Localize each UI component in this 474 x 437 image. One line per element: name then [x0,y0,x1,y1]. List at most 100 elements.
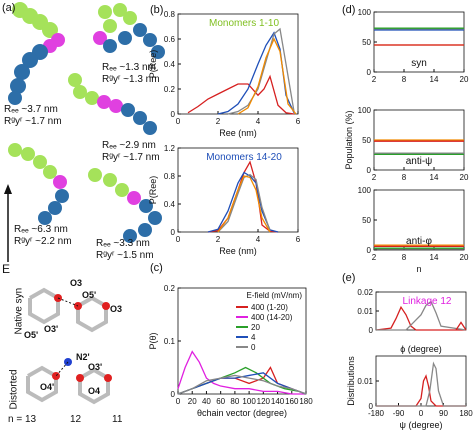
e-psi-series-1 [376,361,466,407]
d-antipsi-ytick-label-0: 0 [367,166,372,175]
b-bottom-xtick-label-0: 0 [176,235,181,244]
c-xtick-label-7: 140 [271,397,285,406]
distorted-rings [26,365,110,405]
e-psi-xtick-label-0: -180 [368,409,385,418]
d-syn-panel-title: syn [411,58,427,69]
e-phi-ytick-label-2: 0.02 [357,288,373,297]
e-phi-title: Linkage 12 [403,296,452,307]
conformer-5-ree: Rₑₑ ~3.3 nm [96,238,150,249]
conformer-1-ree: Rₑₑ ~3.7 nm [4,104,58,115]
e-psi-xtick-label-2: 0 [419,409,424,418]
c-legend-label-4: 0 [251,343,256,352]
b-bottom-ytick-label-1: 0.4 [164,200,176,209]
b-top-xtick-label-1: 2 [216,117,221,126]
b-top-ytick-label-4: 0.8 [164,10,176,19]
b-bottom-ylabel: P(Ree) [148,176,158,205]
b-bottom-ytick-label-0: 0 [171,228,176,237]
atom-o5p-a: O5' [82,290,97,300]
efield-label: E [2,262,11,276]
d-syn-xtick-label-3: 20 [460,75,469,84]
d-antipsi-panel-title: anti-ψ [406,156,433,167]
c-series-3 [177,372,307,395]
b-top-xlabel: Ree (nm) [219,128,257,138]
conformer-2-ree: Rₑₑ ~1.3 nm [102,62,156,73]
c-ytick-label-0: 0 [171,390,176,399]
b-top-xtick-label-2: 4 [256,117,261,126]
conformer-5-rgyr: Rᵍyʳ ~1.5 nm [96,250,154,261]
native-rings [28,287,108,333]
e-phi-series-2 [455,321,467,331]
conformer-2-molecule [93,3,165,59]
atom-o3-a: O3 [70,278,83,288]
e-psi-series-0 [376,374,466,407]
d-syn-ytick-label-0: 0 [367,68,372,77]
efield-arrowhead [4,184,12,194]
e-psi-xlabel: ψ (degree) [400,420,443,430]
d-antipsi-xtick-label-2: 14 [430,173,439,182]
b-top-series-2 [227,27,295,115]
e-psi-ytick-label-1: 0.01 [357,377,373,386]
b-bottom-xtick-label-2: 4 [256,235,261,244]
conformer-4-molecule [8,143,69,225]
c-legend-label-0: 400 (1-20) [251,303,288,312]
conformer-3-rgyr: Rᵍyʳ ~1.7 nm [102,152,160,163]
e-psi-xtick-label-1: -90 [393,409,405,418]
d-antipsi-ytick-label-1: 50 [362,136,371,145]
panel-b-label: (b) [150,4,164,16]
atom-o3-b: O3 [110,304,123,314]
c-xtick-label-0: 0 [176,397,181,406]
conformer-2-rgyr: Rᵍyʳ ~1.3 nm [102,74,160,85]
e-phi-ytick-label-0: 0 [369,326,374,335]
d-antiphi-xtick-label-0: 2 [372,253,377,262]
e-phi-series-1 [376,300,467,331]
c-xtick-label-6: 120 [257,397,271,406]
b-bottom-xlabel: Ree (nm) [219,246,257,256]
d-antiphi-xtick-label-3: 20 [460,253,469,262]
d-syn-xtick-label-0: 2 [372,75,377,84]
d-antipsi-xtick-label-3: 20 [460,173,469,182]
c-ytick-label-1: 0.1 [164,337,176,346]
n-label-13: n = 13 [8,414,37,425]
c-xtick-label-3: 60 [216,397,225,406]
d-antiphi-xtick-label-1: 8 [402,253,407,262]
b-top-ytick-label-3: 0.6 [164,35,176,44]
c-series-4 [177,374,307,395]
d-antiphi-panel-title: anti-φ [406,236,432,247]
d-syn-xtick-label-1: 8 [402,75,407,84]
atom-o4p: O4' [40,382,55,392]
structure-panel: Native syn Distorted O3 O5' O3' O5' O3 N… [0,276,140,432]
atom-o3p-d: O3' [88,362,103,372]
e-phi-xlabel: ϕ (degree) [400,344,442,354]
e-psi-ylabel: Distributions [346,356,356,406]
b-bottom-axes-frame [177,147,299,233]
c-xtick-label-4: 80 [230,397,239,406]
conformer-4-ree: Rₑₑ ~6.3 nm [14,224,68,235]
d-antiphi-xtick-label-2: 14 [430,253,439,262]
d-antiphi-xlabel: n [416,264,421,274]
b-bottom-xtick-label-3: 6 [296,235,301,244]
c-series-1 [177,366,307,395]
d-antiphi-ytick-label-2: 100 [358,186,372,195]
b-bottom-ytick-label-3: 1.2 [164,144,176,153]
conformer-3-ree: Rₑₑ ~2.9 nm [102,140,156,151]
d-antipsi-xtick-label-1: 8 [402,173,407,182]
b-bottom-ytick-label-2: 0.8 [164,172,176,181]
c-ylabel: P(θ) [148,332,158,349]
c-xtick-label-5: 100 [242,397,256,406]
b-top-xtick-label-3: 6 [296,117,301,126]
b-top-ytick-label-0: 0 [171,110,176,119]
c-legend-label-3: 4 [251,333,256,342]
b-bottom-series-2 [217,173,271,233]
hbond-lines [55,297,79,377]
atom-o5p-b: O5' [24,330,39,340]
c-legend-label-1: 400 (14-20) [251,313,293,322]
e-phi-ytick-label-1: 0.01 [357,307,373,316]
b-top-ytick-label-1: 0.2 [164,85,176,94]
c-xtick-label-9: 180 [299,397,313,406]
d-antipsi-xtick-label-0: 2 [372,173,377,182]
d-syn-xtick-label-2: 14 [430,75,439,84]
panel-e-label: (e) [342,272,356,284]
panel-a-art [4,2,165,262]
c-legend-label-2: 20 [251,323,260,332]
